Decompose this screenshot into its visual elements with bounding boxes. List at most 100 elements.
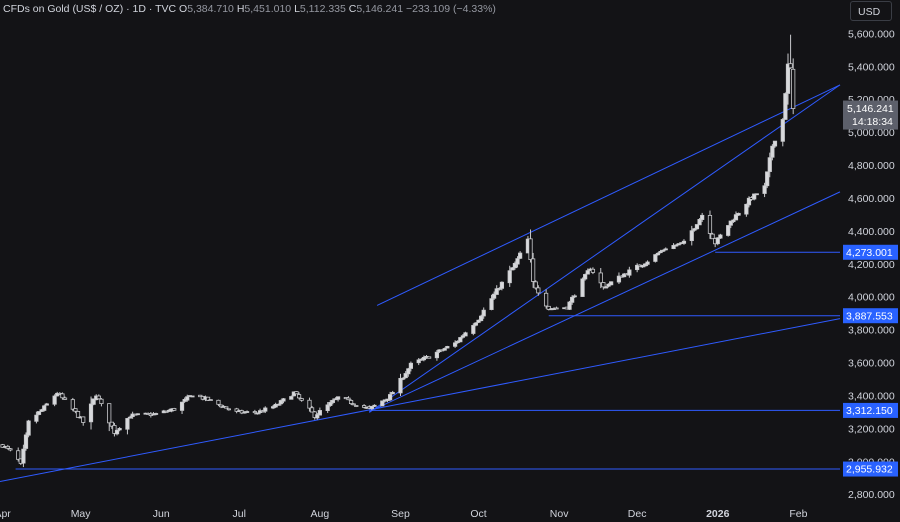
candle — [255, 412, 260, 415]
close-value: 5,146.241 — [356, 3, 404, 15]
candle — [296, 392, 302, 400]
currency-button[interactable]: USD — [850, 1, 892, 21]
y-tick-label: 3,800.000 — [848, 325, 895, 337]
candle — [492, 291, 497, 300]
candle — [372, 404, 377, 408]
candle — [658, 249, 663, 254]
candle — [351, 403, 356, 406]
candle — [198, 394, 203, 398]
candle — [21, 444, 26, 468]
countdown-label: 14:18:34 — [852, 116, 893, 128]
candle — [26, 419, 31, 438]
candle — [218, 404, 224, 409]
candle — [294, 391, 299, 395]
candle — [205, 396, 211, 401]
candle — [281, 397, 286, 404]
candle — [715, 237, 720, 246]
candle — [616, 272, 622, 285]
candle — [689, 225, 694, 246]
x-tick-label: Jul — [233, 508, 246, 520]
candle — [317, 407, 322, 416]
low-value: 5,112.335 — [299, 3, 346, 15]
trendline-2 — [369, 191, 841, 413]
x-tick-label: Jun — [153, 508, 170, 520]
candle — [499, 281, 505, 291]
candle — [36, 411, 42, 416]
candle — [81, 416, 86, 426]
candle — [567, 300, 572, 311]
candle — [135, 413, 140, 416]
candle — [88, 396, 94, 430]
candle — [728, 220, 733, 229]
candle — [91, 398, 96, 406]
candle — [746, 196, 752, 208]
candle — [60, 392, 65, 400]
candle — [791, 58, 796, 115]
candle — [398, 373, 403, 396]
candle — [681, 239, 687, 245]
x-tick-label: Dec — [628, 508, 647, 520]
candle — [497, 287, 502, 291]
y-tick-label: 5,600.000 — [848, 28, 895, 40]
y-tick-label: 2,800.000 — [848, 489, 895, 501]
candle — [471, 323, 476, 336]
candle — [226, 408, 231, 411]
chart-header: CFDs on Gold (US$ / OZ) · 1D · TVC O5,38… — [3, 3, 496, 15]
candle — [408, 361, 413, 372]
candle — [307, 397, 312, 412]
open-value: 5,384.710 — [187, 3, 234, 15]
candle — [770, 144, 775, 161]
candle — [572, 294, 577, 299]
candle — [531, 252, 536, 288]
candle — [346, 396, 351, 401]
candle — [697, 218, 702, 226]
level-price-tag — [843, 461, 898, 477]
candle — [117, 427, 122, 432]
level-price-label: 2,955.932 — [846, 464, 893, 476]
x-tick-label: Oct — [470, 508, 486, 520]
candle — [315, 413, 320, 420]
candle — [406, 367, 411, 377]
candle — [515, 256, 520, 268]
candle — [635, 263, 640, 273]
y-tick-label: 5,400.000 — [848, 61, 895, 73]
candle — [762, 182, 767, 198]
candle — [663, 247, 668, 251]
candle — [114, 429, 120, 436]
candle — [481, 307, 486, 319]
candle — [153, 412, 159, 416]
candle — [479, 314, 484, 322]
candle — [127, 415, 133, 419]
candle — [403, 371, 408, 379]
candle — [299, 397, 304, 402]
high-label: H — [236, 3, 245, 15]
candle — [772, 140, 778, 148]
candle — [309, 405, 315, 413]
candle — [603, 286, 609, 289]
candle — [62, 396, 68, 400]
candle — [788, 34, 793, 69]
candle — [494, 285, 499, 295]
candle — [73, 408, 78, 414]
x-tick-label: Sep — [391, 508, 410, 520]
candle — [421, 355, 427, 362]
x-tick-label: 2026 — [706, 508, 730, 520]
candle — [164, 410, 169, 413]
candle — [23, 432, 29, 451]
candle — [570, 295, 575, 305]
candle — [125, 417, 130, 435]
candle — [627, 266, 632, 278]
candle — [70, 397, 75, 412]
trendline-4 — [376, 84, 841, 306]
candle — [507, 265, 512, 287]
candle — [289, 395, 294, 400]
x-tick-label: Feb — [789, 508, 807, 520]
candle — [453, 340, 458, 348]
candle — [476, 319, 481, 324]
candle — [52, 394, 57, 407]
candle — [726, 225, 731, 237]
candle — [400, 377, 406, 381]
candle — [676, 243, 681, 246]
candle — [642, 263, 648, 268]
